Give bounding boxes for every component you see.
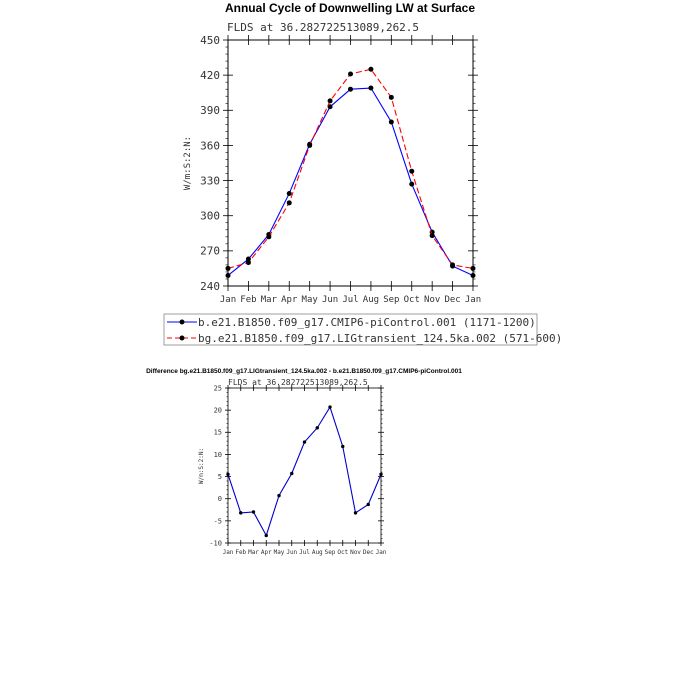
chart1-series2-point	[266, 234, 272, 240]
chart1-xtick-label: Apr	[281, 295, 298, 305]
chart2-series1-point	[290, 471, 294, 476]
chart2-subtitle: FLDS at 36.282722513089,262.5	[228, 378, 368, 387]
figure-title: Annual Cycle of Downwelling LW at Surfac…	[225, 1, 475, 15]
chart1-xtick-label: Aug	[363, 295, 379, 305]
chart1-ylabel: W/m:S:2:N:	[183, 136, 193, 190]
chart1-ytick-label: 270	[200, 245, 220, 258]
legend-marker-series1	[179, 319, 185, 325]
chart1-xtick-label: Feb	[240, 295, 256, 305]
chart2-series1-point	[302, 440, 307, 444]
chart2-xtick-label: Sep	[325, 549, 336, 556]
chart1-xtick-label: Jan	[465, 295, 481, 305]
chart2-ytick-label: -10	[209, 539, 222, 547]
chart2-series1-point	[239, 511, 243, 515]
chart1-frame	[227, 39, 474, 287]
chart1-ytick-label: 390	[200, 104, 220, 117]
chart1-series2-point	[470, 265, 476, 271]
chart2-ylabel: W/m:S:2:N:	[198, 448, 205, 484]
chart2-ytick-label: 10	[214, 451, 222, 459]
chart1-xtick-label: Nov	[424, 295, 440, 305]
chart2-xtick-label: Jul	[299, 549, 310, 556]
chart1-xtick-label: Oct	[404, 295, 420, 305]
chart1-xtick-label: Jan	[220, 295, 236, 305]
chart1-ytick-label: 240	[200, 280, 220, 293]
chart1-xtick-label: Jul	[342, 295, 358, 305]
legend-label-series2: bg.e21.B1850.f09_g17.LIGtransient_124.5k…	[198, 332, 562, 345]
chart1-series1-point	[348, 86, 353, 92]
chart2-xtick-label: Feb	[235, 549, 246, 556]
chart1-series1-point	[327, 104, 333, 110]
chart1-xtick-label: Mar	[261, 295, 278, 305]
chart1-subtitle: FLDS at 36.282722513089,262.5	[227, 21, 419, 34]
chart1-ytick-label: 300	[200, 210, 220, 223]
chart2-ytick-label: 15	[214, 429, 222, 437]
chart2-xtick-label: Aug	[312, 549, 323, 556]
chart1-series2-point	[307, 142, 313, 148]
chart2-series1-point	[251, 510, 256, 514]
chart1-series2-point	[368, 66, 374, 72]
chart2-ytick-label: 5	[218, 473, 222, 481]
chart1-legend: b.e21.B1850.f09_g17.CMIP6-piControl.001 …	[163, 313, 562, 346]
chart1-xtick-label: Sep	[383, 295, 399, 305]
chart2-ytick-label: 25	[214, 384, 222, 392]
chart2-xtick-label: Apr	[261, 549, 272, 556]
chart2-series1-point	[341, 444, 345, 449]
chart1-series1-point	[286, 190, 292, 196]
chart2-ytick-label: 20	[214, 407, 222, 415]
chart1-xtick-label: May	[302, 295, 319, 305]
chart1-series1-point	[409, 181, 415, 187]
chart1-series2-point	[450, 262, 456, 268]
chart2-frame	[227, 387, 382, 544]
chart2-xtick-label: Oct	[337, 549, 348, 556]
chart2-xtick-label: Dec	[363, 549, 374, 556]
chart1-ytick-label: 420	[200, 69, 220, 82]
chart1-series2-point	[286, 200, 292, 206]
chart1-ytick-label: 360	[200, 139, 220, 152]
chart1-series1-point	[388, 119, 394, 125]
chart2-xtick-label: Jun	[286, 549, 297, 556]
chart2-xtick-label: May	[274, 549, 285, 556]
chart1-xtick-label: Jun	[322, 295, 338, 305]
chart1-series2-point	[245, 260, 251, 266]
chart1-series1-point	[470, 272, 476, 278]
chart2-series1-line	[227, 405, 382, 537]
chart1-series2-point	[327, 98, 333, 104]
chart2-series1-point	[353, 511, 358, 515]
chart2-series1-point	[264, 533, 268, 538]
chart2-xtick-label: Nov	[350, 549, 361, 556]
chart1-series2-point	[429, 233, 435, 239]
chart1-series2-point	[225, 265, 231, 271]
chart2-title: Difference bg.e21.B1850.f09_g17.LIGtrans…	[146, 368, 462, 375]
chart2-xtick-label: Mar	[248, 549, 259, 556]
legend-marker-series2	[179, 335, 185, 341]
chart1-ytick-label: 330	[200, 174, 220, 187]
chart2-xtick-label: Jan	[376, 549, 387, 556]
chart2-xtick-label: Jan	[223, 549, 234, 556]
chart1-ytick-label: 450	[200, 34, 220, 47]
chart2-series1-point	[315, 426, 319, 430]
chart1-series1-line	[227, 87, 474, 276]
chart1-series2-point	[388, 94, 394, 100]
legend-box	[163, 313, 538, 346]
chart1-series1-point	[225, 272, 231, 278]
chart1-xtick-label: Dec	[444, 295, 460, 305]
chart1-series2-point	[348, 71, 353, 77]
chart2-series1-point	[366, 502, 370, 507]
chart2-series1-point	[277, 493, 281, 498]
chart2-ytick-label: -5	[214, 517, 222, 525]
chart1-series1-point	[368, 85, 374, 91]
legend-label-series1: b.e21.B1850.f09_g17.CMIP6-piControl.001 …	[198, 316, 536, 329]
chart2-series1-point	[226, 472, 230, 477]
chart2-series1-point	[328, 405, 332, 409]
chart2-series1-point	[379, 472, 383, 477]
chart1-series2-point	[409, 168, 415, 174]
chart2-ytick-label: 0	[218, 495, 222, 503]
